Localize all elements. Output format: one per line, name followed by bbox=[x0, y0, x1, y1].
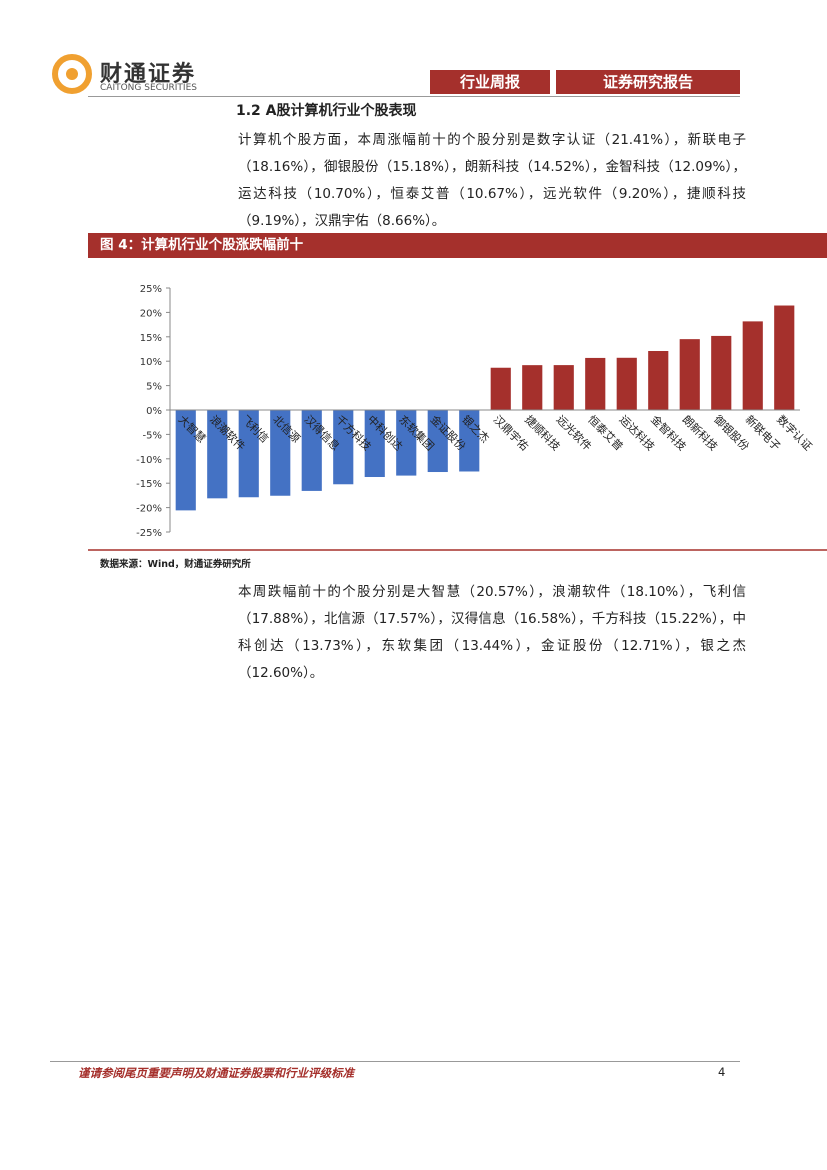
y-tick-label: -5% bbox=[143, 430, 162, 441]
y-tick-label: -20% bbox=[136, 504, 162, 515]
y-tick-label: 5% bbox=[146, 382, 162, 393]
bar bbox=[301, 410, 322, 491]
bar bbox=[175, 410, 196, 511]
bar bbox=[333, 410, 354, 485]
bar bbox=[585, 357, 606, 410]
bar bbox=[490, 367, 511, 410]
bar bbox=[207, 410, 228, 499]
header-tab: 行业周报 bbox=[430, 70, 550, 94]
y-tick-label: 10% bbox=[140, 357, 162, 368]
bar bbox=[774, 305, 795, 410]
y-tick-label: 20% bbox=[140, 308, 162, 319]
figure-source: 数据来源：Wind，财通证券研究所 bbox=[100, 559, 251, 570]
footer-rule bbox=[50, 1061, 740, 1062]
bar bbox=[427, 410, 448, 473]
logo-subtitle: CAITONG SECURITIES bbox=[100, 83, 197, 93]
bar bbox=[648, 351, 669, 410]
section-heading: 1.2 A股计算机行业个股表现 bbox=[236, 103, 417, 119]
y-tick-label: 0% bbox=[146, 406, 162, 417]
y-tick-label: -25% bbox=[136, 528, 162, 539]
bar bbox=[459, 410, 480, 472]
bar bbox=[522, 365, 543, 410]
x-tick-label: 数字认证 bbox=[774, 412, 815, 453]
bar bbox=[742, 321, 763, 410]
bar bbox=[238, 410, 259, 498]
bar bbox=[711, 335, 732, 410]
page-number: 4 bbox=[718, 1065, 726, 1079]
y-tick-label: -15% bbox=[136, 479, 162, 490]
bar bbox=[270, 410, 291, 496]
y-tick-label: 15% bbox=[140, 333, 162, 344]
chart: 25%20%15%10%5%0%-5%-10%-15%-20%-25%大智慧浪潮… bbox=[88, 284, 827, 551]
bar bbox=[679, 339, 700, 410]
logo-name: 财通证券 bbox=[100, 62, 197, 87]
paragraph: 本周跌幅前十的个股分别是大智慧（20.57%），浪潮软件（18.10%），飞利信… bbox=[238, 584, 746, 681]
paragraph: 计算机个股方面，本周涨幅前十的个股分别是数字认证（21.41%），新联电子（18… bbox=[238, 132, 746, 229]
y-tick-label: 25% bbox=[140, 284, 162, 295]
bar bbox=[364, 410, 385, 478]
header-tab: 证券研究报告 bbox=[556, 70, 740, 94]
bar bbox=[553, 365, 574, 410]
figure-title: 图 4：计算机行业个股涨跌幅前十 bbox=[88, 233, 827, 258]
header-rule bbox=[88, 96, 740, 97]
bar bbox=[616, 357, 637, 410]
bar bbox=[396, 410, 417, 476]
footer-disclaimer: 谨请参阅尾页重要声明及财通证券股票和行业评级标准 bbox=[78, 1066, 354, 1080]
y-tick-label: -10% bbox=[136, 455, 162, 466]
logo-icon bbox=[52, 54, 92, 94]
